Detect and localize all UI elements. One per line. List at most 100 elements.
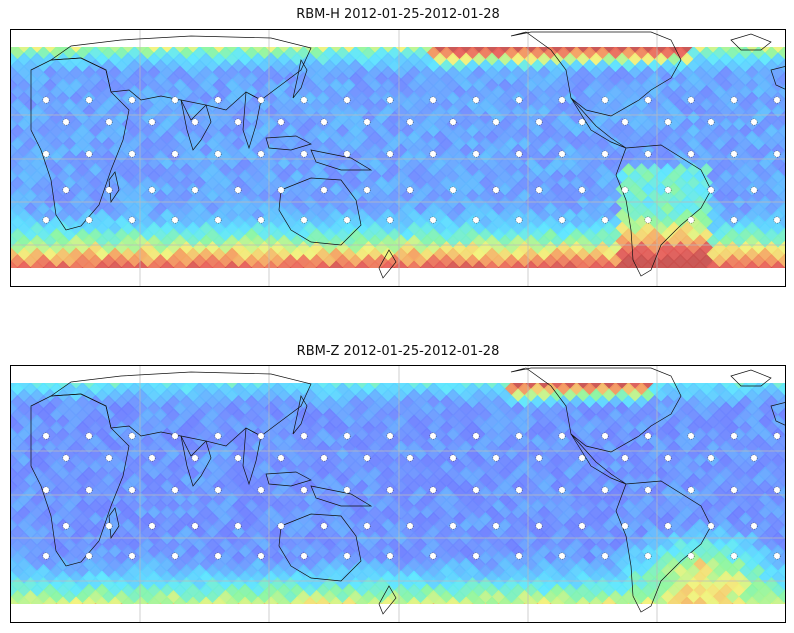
station-marker <box>687 96 695 104</box>
heatmap-cell <box>679 267 682 268</box>
heatmap-cell <box>777 98 785 113</box>
heatmap-cell <box>654 287 669 288</box>
station-marker <box>472 96 480 104</box>
heatmap-cell <box>777 421 785 436</box>
station-marker <box>62 118 70 126</box>
coastline-path <box>615 144 712 277</box>
coastline-path <box>510 31 682 117</box>
coastline-path <box>180 99 212 151</box>
heatmap-cell <box>133 267 136 268</box>
heatmap-cell <box>250 260 266 268</box>
station-marker <box>277 186 285 194</box>
map-title-rbm-z: RBM-Z 2012-01-25-2012-01-28 <box>296 344 500 359</box>
heatmap-cell <box>777 176 785 191</box>
heatmap-cell <box>263 267 266 268</box>
heatmap-cell <box>777 538 785 553</box>
heatmap-cell <box>556 47 571 61</box>
heatmap-cell <box>341 260 357 268</box>
heatmap-cell <box>627 267 630 268</box>
heatmap-cell <box>244 47 259 61</box>
heatmap-cell <box>55 596 71 604</box>
heatmap-cell <box>588 603 591 604</box>
heatmap-cell <box>777 434 785 449</box>
station-marker <box>300 216 308 224</box>
heatmap-cell <box>784 287 787 288</box>
heatmap-cell <box>777 551 785 566</box>
heatmap-cell <box>172 260 188 268</box>
station-marker <box>472 150 480 158</box>
heatmap-cell <box>94 603 97 604</box>
heatmap-cell <box>744 267 747 268</box>
heatmap-cell <box>614 267 617 268</box>
heatmap-cell <box>673 383 688 397</box>
heatmap-cell <box>771 287 786 288</box>
heatmap-cell <box>224 267 227 268</box>
station-marker <box>363 118 371 126</box>
coastline-path <box>49 35 312 121</box>
heatmap-cell <box>744 603 747 604</box>
heatmap-cell <box>667 287 682 288</box>
heatmap-cell <box>335 383 350 397</box>
heatmap-cell <box>55 260 71 268</box>
heatmap-cell <box>777 189 785 204</box>
heatmap-cell <box>400 383 415 397</box>
heatmap-cell <box>134 287 149 288</box>
station-marker <box>578 186 586 194</box>
heatmap-cell <box>614 260 630 268</box>
heatmap-cell <box>491 383 506 397</box>
heatmap-cell <box>296 47 311 61</box>
heatmap-cell <box>465 383 480 397</box>
heatmap-cell <box>777 124 785 139</box>
heatmap-cell <box>355 287 370 288</box>
heatmap-cell <box>296 383 311 397</box>
heatmap-cell <box>777 163 785 178</box>
heatmap-cell <box>315 267 318 268</box>
heatmap-cell <box>537 287 552 288</box>
heatmap-cell <box>504 47 519 61</box>
station-marker <box>707 186 715 194</box>
heatmap-cell <box>777 59 785 74</box>
station-marker <box>85 150 93 158</box>
station-marker <box>214 150 222 158</box>
heatmap-cell <box>407 287 422 288</box>
heatmap-cell <box>205 47 220 61</box>
heatmap-cell <box>29 596 45 604</box>
heatmap-cell <box>699 47 714 61</box>
heatmap-cell <box>601 603 604 604</box>
heatmap-cell <box>62 47 77 61</box>
station-marker <box>578 118 586 126</box>
heatmap-cell <box>173 287 188 288</box>
heatmap-cell <box>764 383 779 397</box>
heatmap-cell <box>237 267 240 268</box>
heatmap-cell <box>582 47 597 61</box>
heatmap-cell <box>68 596 84 604</box>
heatmap-cell <box>231 383 246 397</box>
heatmap-cell <box>653 603 656 604</box>
heatmap-cell <box>192 383 207 397</box>
heatmap-cell <box>16 596 32 604</box>
heatmap-cell <box>478 383 493 397</box>
station-markers <box>42 96 781 224</box>
heatmap-cell <box>751 383 766 397</box>
heatmap-cell <box>634 383 649 397</box>
station-marker <box>515 96 523 104</box>
station-marker <box>644 96 652 104</box>
station-marker <box>773 216 781 224</box>
heatmap-cell <box>491 47 506 61</box>
heatmap-cell <box>536 260 552 268</box>
station-marker <box>257 216 265 224</box>
station-marker <box>128 96 136 104</box>
heatmap-cell <box>11 287 19 288</box>
heatmap-cell <box>679 260 695 268</box>
heatmap-cell <box>367 603 370 604</box>
heatmap-cell <box>166 47 181 61</box>
heatmap-cell <box>458 267 461 268</box>
heatmap-cell <box>718 596 734 604</box>
heatmap-cell <box>653 267 656 268</box>
heatmap-cell <box>361 383 376 397</box>
heatmap-cell <box>777 473 785 488</box>
heatmap-cell <box>406 267 409 268</box>
heatmap-cell <box>575 267 578 268</box>
heatmap-cell <box>68 603 71 604</box>
heatmap-cell <box>751 47 766 61</box>
